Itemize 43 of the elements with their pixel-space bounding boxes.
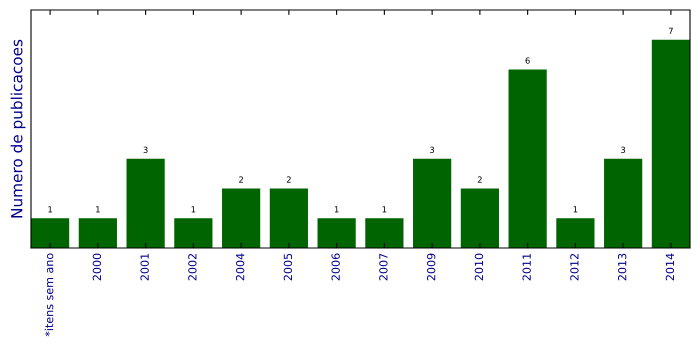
- data-label: 1: [48, 206, 52, 212]
- bar: [604, 158, 642, 248]
- data-label: 1: [96, 206, 100, 212]
- bar: [413, 158, 452, 248]
- x-tick-label: 2010: [474, 254, 484, 280]
- x-tick-label: 2006: [331, 254, 340, 280]
- bar: [78, 218, 117, 248]
- data-label: 1: [574, 206, 578, 212]
- x-tick-label: *itens sem ano: [44, 253, 54, 336]
- x-tick-label: 2013: [618, 254, 626, 280]
- x-tick-label: 2014: [666, 253, 674, 280]
- bar: [508, 70, 547, 248]
- x-tick-label: 2001: [140, 254, 149, 280]
- bar: [318, 218, 356, 248]
- bar: [556, 218, 594, 248]
- data-label: 6: [526, 57, 530, 64]
- data-label: 1: [382, 206, 386, 212]
- data-label: 2: [286, 176, 291, 183]
- bar: [365, 218, 404, 248]
- x-tick-label: 2004: [236, 253, 244, 280]
- bar: [652, 40, 690, 248]
- y-axis-title: Numero de publicacoes: [10, 40, 26, 218]
- x-tick-label: 2005: [284, 254, 292, 280]
- data-label: 2: [478, 176, 482, 183]
- bar: [174, 218, 212, 248]
- data-label: 2: [239, 176, 243, 183]
- x-tick-label: 2011: [522, 254, 531, 280]
- x-tick-label: 2009: [426, 254, 436, 280]
- bar: [31, 218, 70, 248]
- data-label: 1: [334, 206, 339, 212]
- x-tick-label: 2000: [92, 254, 102, 280]
- x-tick-label: 2012: [570, 254, 579, 280]
- data-label: 3: [621, 146, 626, 153]
- bar: [126, 158, 165, 248]
- x-tick-label: 2002: [188, 254, 197, 280]
- bar: [270, 188, 308, 248]
- bar: [460, 188, 499, 248]
- data-label: 1: [192, 206, 196, 212]
- data-label: 7: [668, 28, 673, 34]
- data-label: 3: [144, 146, 148, 153]
- x-tick-label: 2007: [379, 254, 388, 280]
- bar: [222, 188, 260, 248]
- data-label: 3: [430, 146, 434, 153]
